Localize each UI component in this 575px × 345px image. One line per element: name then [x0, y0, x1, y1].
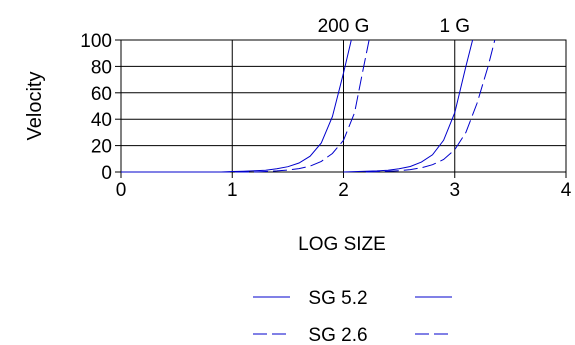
x-axis-label: LOG SIZE [298, 234, 386, 255]
x-tick-label: 0 [116, 180, 127, 201]
y-tick-label: 100 [80, 31, 112, 52]
legend: SG 5.2 SG 2.6 [253, 288, 452, 345]
tick-labels: 0 20 40 60 80 100 0 1 2 3 4 [80, 31, 571, 201]
series-lines [121, 39, 496, 173]
legend-label: SG 5.2 [308, 288, 367, 309]
legend-label: SG 2.6 [308, 325, 367, 345]
series-line-sg-5-2 [121, 39, 352, 173]
annotation-label: 1 G [439, 16, 470, 37]
grid [120, 39, 567, 173]
x-tick-label: 3 [449, 180, 460, 201]
y-tick-label: 60 [91, 84, 112, 105]
y-axis-label: Velocity [24, 72, 46, 141]
x-tick-label: 1 [227, 180, 238, 201]
series-line-sg-2-6 [121, 39, 370, 173]
series-line-sg-2-6 [365, 39, 496, 173]
y-tick-label: 20 [91, 137, 112, 158]
axes [115, 39, 567, 178]
x-tick-label: 4 [561, 180, 572, 201]
y-tick-label: 40 [91, 110, 112, 131]
y-tick-label: 80 [91, 57, 112, 78]
annotations: 200 G 1 G [318, 16, 470, 37]
annotation-label: 200 G [318, 16, 370, 37]
x-tick-label: 2 [338, 180, 349, 201]
y-tick-label: 0 [101, 163, 112, 184]
series-line-sg-5-2 [343, 39, 474, 173]
